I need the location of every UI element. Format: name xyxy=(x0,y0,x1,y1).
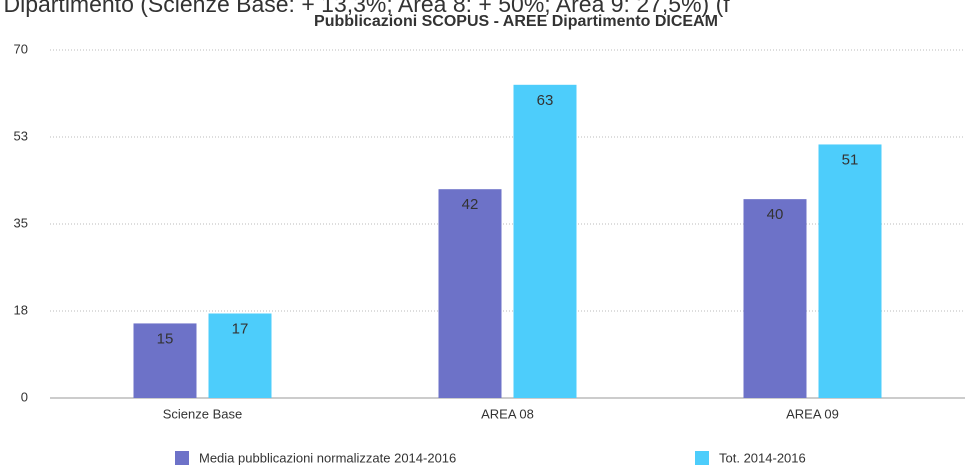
value-label: 51 xyxy=(842,151,859,168)
value-label: 63 xyxy=(537,92,554,109)
bar xyxy=(818,144,882,398)
bar xyxy=(743,199,807,398)
y-tick-label: 70 xyxy=(14,41,28,56)
y-tick-label: 53 xyxy=(14,128,28,143)
y-tick-label: 0 xyxy=(21,389,28,404)
x-tick-label: AREA 09 xyxy=(786,406,839,421)
value-label: 42 xyxy=(462,196,479,213)
value-label: 17 xyxy=(232,320,249,337)
bar xyxy=(208,313,272,398)
x-tick-label: AREA 08 xyxy=(481,406,534,421)
value-label: 40 xyxy=(767,206,784,223)
bar xyxy=(438,189,502,398)
value-label: 15 xyxy=(157,330,174,347)
bar xyxy=(133,323,197,398)
x-tick-label: Scienze Base xyxy=(163,406,243,421)
legend-swatch xyxy=(695,451,709,465)
caption: o al Dipartimento (Scienze Base: + 13,3%… xyxy=(0,0,730,17)
y-tick-label: 35 xyxy=(14,215,28,230)
chart-title: Pubblicazioni SCOPUS - AREE Dipartimento… xyxy=(314,13,718,30)
bar xyxy=(513,84,577,399)
legend-label: Media pubblicazioni normalizzate 2014-20… xyxy=(199,450,456,465)
legend-swatch xyxy=(175,451,189,465)
legend-label: Tot. 2014-2016 xyxy=(719,450,806,465)
y-tick-label: 18 xyxy=(14,302,28,317)
